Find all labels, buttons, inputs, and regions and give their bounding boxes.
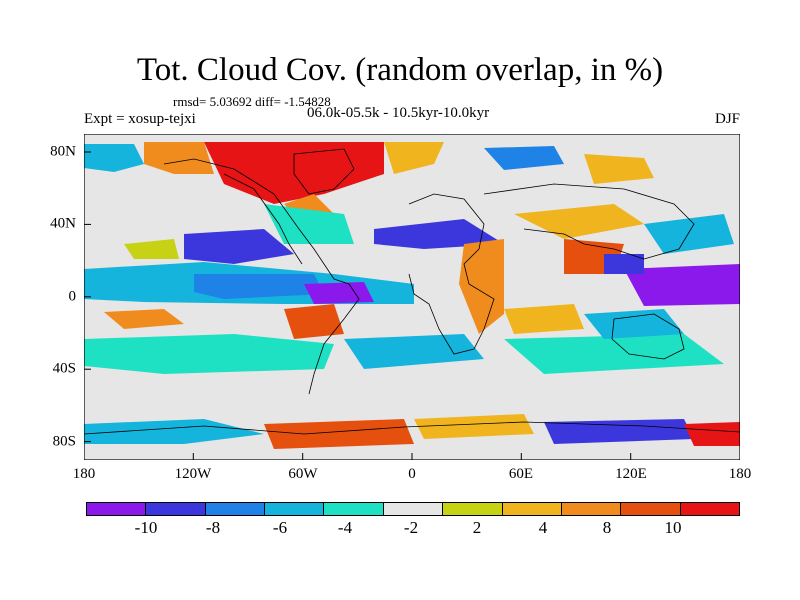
legend-label: 10 <box>664 518 682 537</box>
period-label: 06.0k-05.5k - 10.5kyr-10.0kyr <box>307 105 490 121</box>
lat-label-80s: 80S <box>52 433 76 450</box>
map-panel <box>84 134 740 460</box>
axis-ticks <box>84 151 740 460</box>
n-atlantic-negative <box>374 219 504 249</box>
amazon-negative <box>304 282 374 304</box>
siberia-positive <box>584 154 654 184</box>
s-pacific-positive <box>104 309 184 329</box>
legend-swatch-9 <box>621 503 681 515</box>
indian-ocean-positive <box>504 304 584 334</box>
legend-swatch-8 <box>561 503 622 515</box>
legend-swatch-6 <box>443 503 503 515</box>
stats-line: rmsd= 5.03692 diff= -1.54828 <box>173 94 331 109</box>
lon-label-0: 0 <box>408 466 416 482</box>
legend-label: -4 <box>337 518 353 537</box>
lat-label-80n: 80N <box>50 143 76 160</box>
legend-swatch-0 <box>87 503 147 515</box>
arctic-positive-east <box>384 142 444 174</box>
legend-label: -8 <box>205 518 221 537</box>
antarctica-coast <box>84 421 740 435</box>
arctic-positive-west <box>144 142 214 174</box>
antarctic-positive-east <box>414 414 534 439</box>
lon-label-120w: 120W <box>174 466 212 482</box>
legend-label: -2 <box>403 518 419 537</box>
legend-swatch-2 <box>205 503 266 515</box>
legend-label: -6 <box>272 518 288 537</box>
americas-coast <box>163 158 360 395</box>
lon-label-180w: 180 <box>72 466 96 482</box>
w-pacific-negative <box>624 264 740 306</box>
legend-label: 8 <box>602 518 612 537</box>
antarctic-negative-west <box>84 419 264 444</box>
legend-swatch-7 <box>502 503 562 515</box>
n-pacific-negative <box>184 229 294 264</box>
color-legend-bar <box>86 502 740 516</box>
australia-negative <box>584 309 684 339</box>
asia-coast <box>483 183 695 260</box>
legend-swatch-10 <box>680 503 739 515</box>
season-label: DJF <box>714 111 740 127</box>
lon-label-60e: 60E <box>508 466 534 482</box>
legend-swatch-4 <box>324 503 384 515</box>
anomaly-field <box>84 142 740 449</box>
s-atlantic-negative <box>344 334 484 369</box>
greenland-outline <box>293 148 355 195</box>
north-america-west-coast <box>223 173 303 265</box>
antarctic-positive-far-east <box>684 422 740 446</box>
east-africa-positive <box>459 239 504 334</box>
n-america-negative <box>264 204 354 244</box>
africa-europe-coast <box>408 193 495 355</box>
arctic-negative-west <box>84 144 144 172</box>
legend-swatch-1 <box>146 503 206 515</box>
lon-label-180e: 180 <box>728 466 752 482</box>
legend-label: 4 <box>538 518 548 537</box>
eurasia-positive <box>514 204 644 239</box>
siberia-negative <box>484 146 564 170</box>
tropical-pacific-negative <box>194 274 324 299</box>
map-title: Tot. Cloud Cov. (random overlap, in %) <box>136 52 664 88</box>
ne-pacific-positive <box>124 239 179 259</box>
lon-label-120e: 120E <box>615 466 647 482</box>
australia-outline <box>611 313 685 360</box>
lat-label-40n: 40N <box>50 215 76 232</box>
legend-swatch-5 <box>383 503 444 515</box>
nw-pacific-negative <box>644 214 734 254</box>
antarctic-negative-east <box>544 419 694 444</box>
coastlines <box>84 148 740 435</box>
lat-label-0: 0 <box>68 288 77 305</box>
legend-label: -10 <box>134 518 158 537</box>
s-indian-negative <box>504 334 724 374</box>
maritime-negative <box>604 254 644 274</box>
s-america-positive <box>284 304 344 339</box>
experiment-label: Expt = xosup-tejxi <box>84 111 196 127</box>
legend-label: 2 <box>472 518 482 537</box>
legend-swatch-3 <box>265 503 325 515</box>
s-ocean-negative-west <box>84 334 334 374</box>
lon-label-60w: 60W <box>288 466 318 482</box>
antarctic-positive <box>264 419 414 449</box>
lat-label-40s: 40S <box>52 360 76 377</box>
